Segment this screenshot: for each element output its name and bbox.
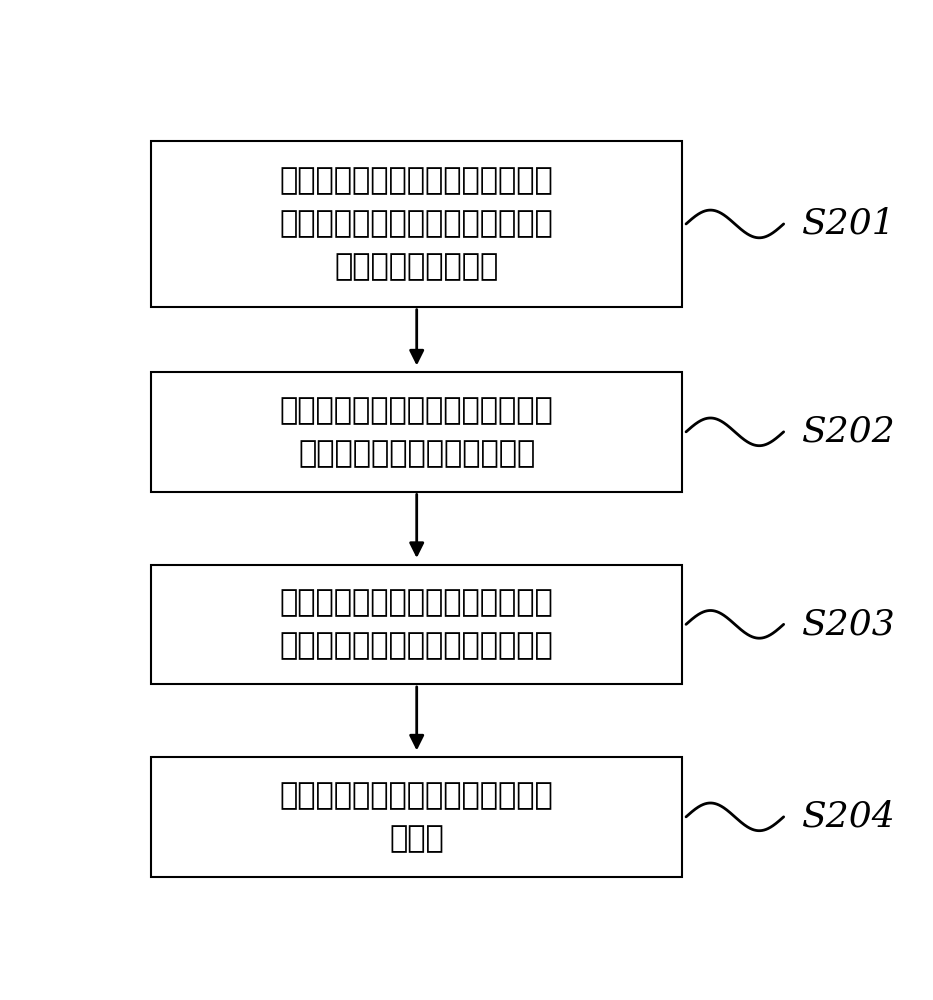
Text: S204: S204 bbox=[801, 800, 896, 834]
Text: 根据所述候选像素点，得到主动脉
段模型: 根据所述候选像素点，得到主动脉 段模型 bbox=[280, 781, 553, 853]
Bar bbox=[151, 757, 682, 877]
Bar bbox=[151, 141, 682, 307]
Text: S202: S202 bbox=[801, 415, 896, 449]
Text: 获取用户选定的主动脉段的参考像
素点，并提取所述参考像素点的像
素值作为参考像素值: 获取用户选定的主动脉段的参考像 素点，并提取所述参考像素点的像 素值作为参考像素… bbox=[280, 167, 553, 281]
Text: S203: S203 bbox=[801, 607, 896, 641]
Text: 提取像素值大于或等于所述像素阈
值的所有像素点，作为候选像素点: 提取像素值大于或等于所述像素阈 值的所有像素点，作为候选像素点 bbox=[280, 588, 553, 660]
Bar bbox=[151, 372, 682, 492]
Text: 根据心脏瓣膜图像中像素点与像素
值的分布关系，确定像素阈值: 根据心脏瓣膜图像中像素点与像素 值的分布关系，确定像素阈值 bbox=[280, 396, 553, 468]
Bar bbox=[151, 565, 682, 684]
Text: S201: S201 bbox=[801, 207, 896, 241]
